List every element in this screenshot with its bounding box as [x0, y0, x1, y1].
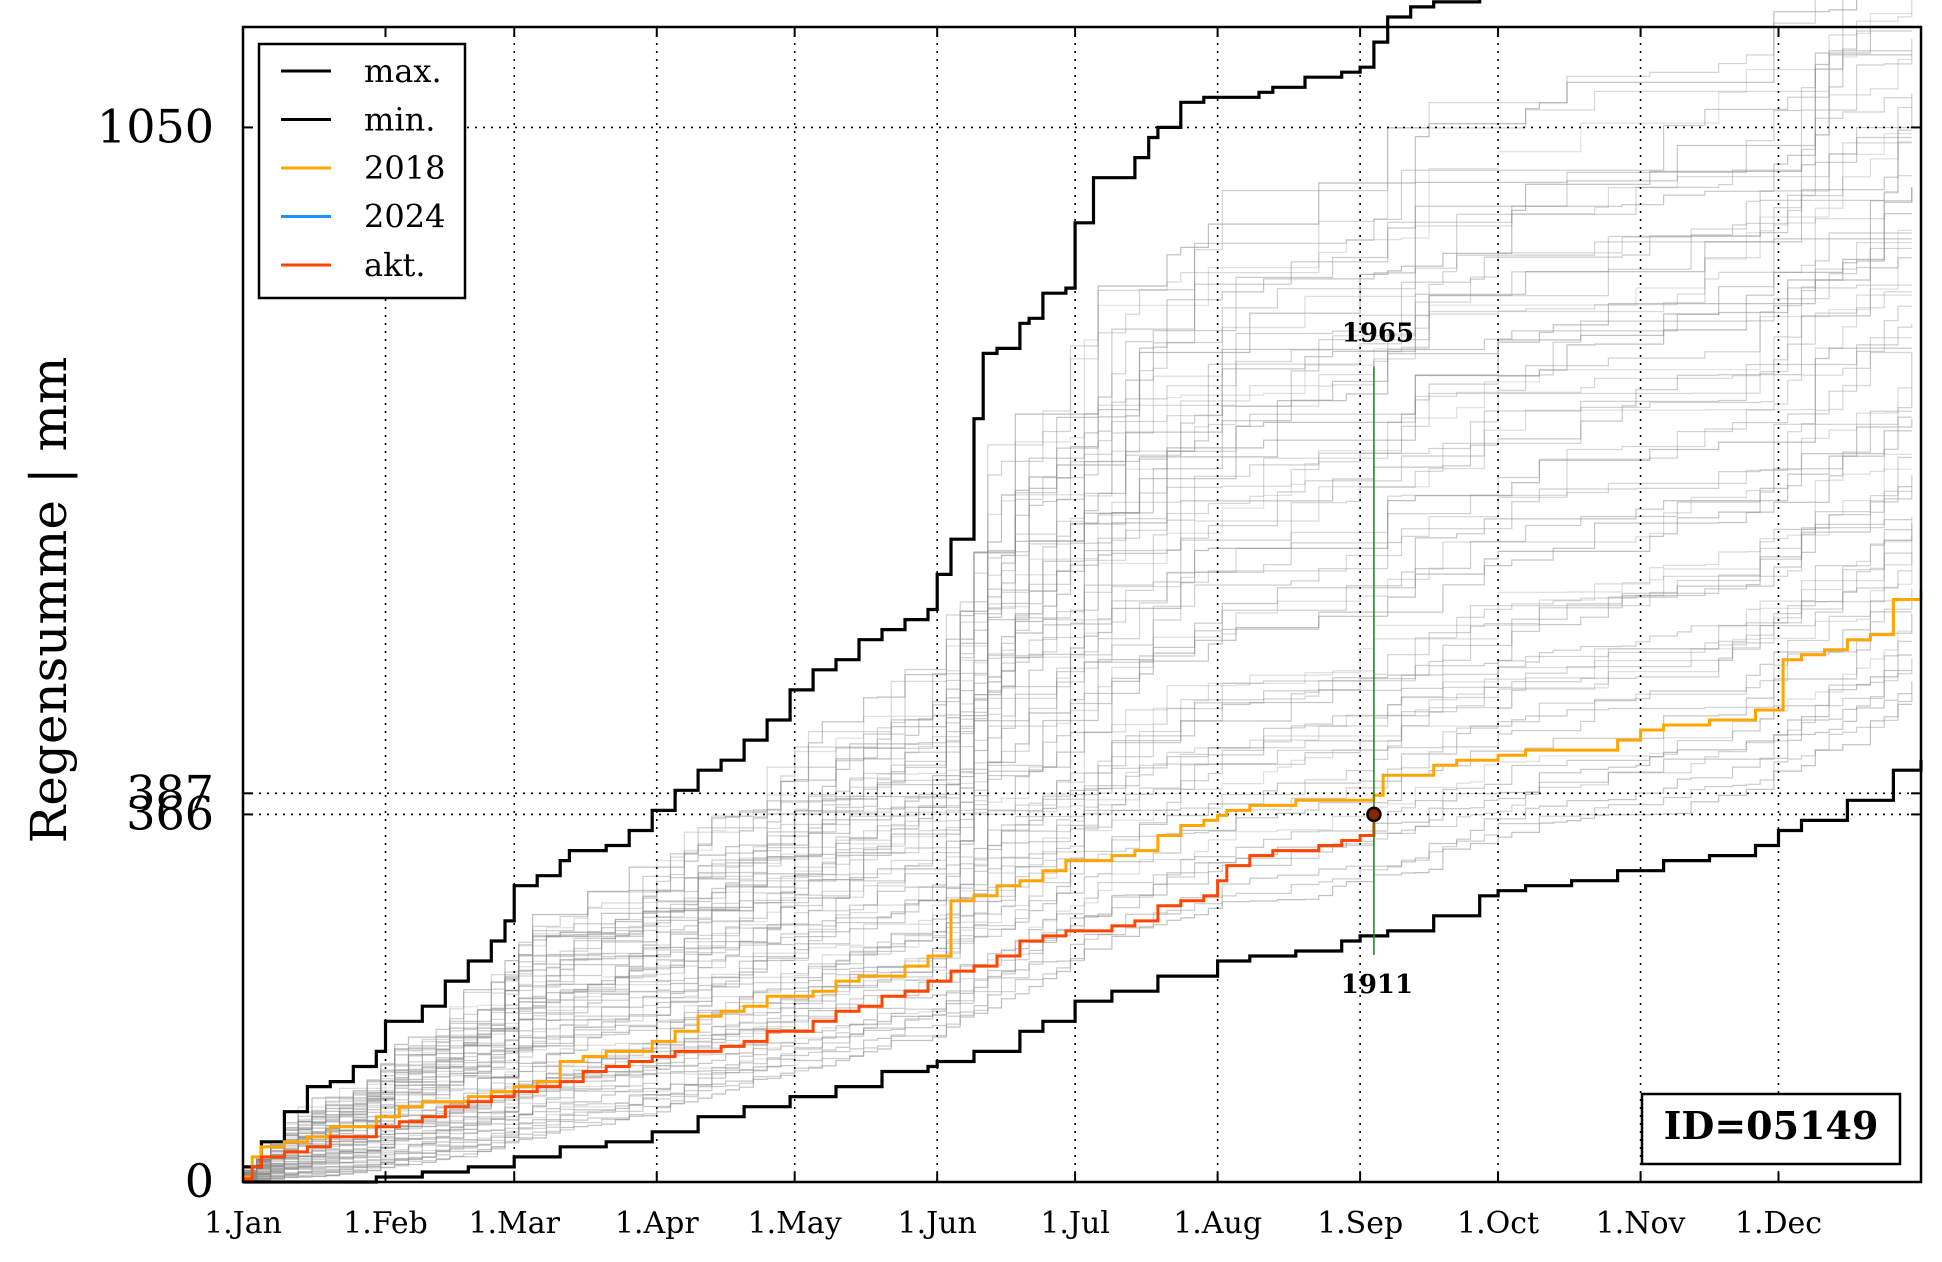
history-line — [243, 529, 1912, 1179]
axis-ticks — [242, 27, 1921, 1183]
history-line — [243, 247, 1912, 1176]
x-tick-labels: 1.Jan 1.Feb 1.Mar 1.Apr 1.May 1.Jun 1.Jul 1.Aug… — [204, 1206, 1822, 1241]
history-line — [243, 516, 1913, 1179]
history-line — [243, 238, 1912, 1173]
history-line — [243, 50, 1912, 1173]
x-tick-label: 1.Apr — [615, 1206, 699, 1241]
history-line — [243, 129, 1912, 1174]
history-line — [243, 552, 1912, 1179]
x-tick-label: 1.Aug — [1173, 1206, 1262, 1241]
history-line — [243, 294, 1912, 1177]
id-box: ID=05149 — [1640, 1092, 1902, 1166]
history-line — [243, 0, 1913, 1173]
legend-label: akt. — [364, 246, 426, 284]
legend-label: max. — [364, 52, 442, 90]
series-line-akt — [243, 814, 1376, 1181]
series-line-min — [243, 760, 1923, 1184]
x-tick-label: 1.Jun — [898, 1206, 977, 1241]
history-line — [243, 475, 1913, 1179]
history-line — [243, 539, 1912, 1180]
history-line — [243, 658, 1913, 1182]
x-tick-label: 1.Jan — [204, 1206, 282, 1241]
history-line — [243, 305, 1912, 1176]
series-line-max — [243, 0, 1482, 1169]
history-line — [243, 0, 1858, 1173]
history-line — [243, 175, 1912, 1175]
y-tick-label: 387 — [126, 765, 214, 819]
history-line — [243, 419, 1913, 1177]
id-box-frame — [1640, 1092, 1902, 1166]
current-value-dot — [1366, 806, 1382, 823]
history-line — [243, 141, 1912, 1175]
x-tick-label: 1.Nov — [1596, 1206, 1686, 1241]
history-line — [243, 654, 1912, 1182]
history-line — [243, 453, 1912, 1178]
history-line — [243, 213, 1912, 1174]
history-line — [243, 106, 1912, 1172]
history-line — [243, 588, 1913, 1180]
history-line — [243, 337, 1912, 1177]
history-line — [243, 456, 1912, 1179]
history-line — [243, 188, 1913, 1174]
y-tick-label: 366 — [126, 786, 214, 840]
plot-frame — [241, 25, 1923, 1184]
history-line — [243, 599, 1912, 1181]
history-line — [243, 142, 1912, 1174]
legend-box — [257, 42, 467, 300]
marker-group: 1965 1911 — [1341, 318, 1414, 1000]
history-line — [243, 486, 1912, 1179]
history-line — [243, 229, 1912, 1175]
history-line — [243, 611, 1912, 1181]
history-line — [243, 351, 1912, 1177]
history-line — [243, 468, 1912, 1179]
x-tick-label: 1.Jul — [1040, 1206, 1110, 1241]
history-line — [243, 613, 1913, 1181]
history-line — [243, 284, 1912, 1176]
history-line — [243, 97, 1912, 1174]
history-line — [243, 257, 1912, 1177]
history-line — [243, 232, 1912, 1175]
max-year-label: 1965 — [1342, 318, 1414, 348]
y-axis-label: Regensumme | mm — [20, 357, 78, 844]
history-line — [243, 681, 1913, 1182]
history-line — [243, 136, 1912, 1174]
y-tick-label: 1050 — [97, 99, 214, 153]
history-line — [243, 551, 1913, 1180]
history-line — [243, 522, 1913, 1180]
x-tick-label: 1.May — [748, 1206, 842, 1241]
min-year-label: 1911 — [1341, 970, 1413, 1000]
history-line — [243, 291, 1912, 1176]
series-group — [243, 0, 1923, 1184]
series-line-2018 — [243, 589, 1923, 1179]
legend-label: min. — [364, 101, 435, 139]
history-line — [243, 387, 1912, 1178]
history-line — [243, 640, 1912, 1181]
history-line — [243, 535, 1913, 1180]
legend: max. min. 2018 2024 akt. — [257, 42, 467, 300]
history-line — [243, 347, 1912, 1176]
history-line — [243, 430, 1912, 1178]
history-line — [243, 54, 1912, 1172]
legend-label: 2024 — [364, 198, 445, 236]
historical-series-group — [243, 0, 1913, 1182]
history-line — [243, 669, 1912, 1181]
history-line — [243, 352, 1913, 1177]
x-tick-label: 1.Dec — [1735, 1206, 1822, 1241]
history-line — [243, 12, 1912, 1171]
x-tick-label: 1.Oct — [1457, 1206, 1539, 1241]
history-line — [243, 0, 1844, 1172]
history-line — [243, 490, 1912, 1179]
history-line — [243, 30, 1912, 1173]
legend-label: 2018 — [364, 149, 445, 187]
x-tick-label: 1.Mar — [468, 1206, 560, 1241]
x-tick-label: 1.Sep — [1317, 1206, 1403, 1241]
x-tick-label: 1.Feb — [343, 1206, 428, 1241]
y-tick-label: 0 — [185, 1154, 214, 1208]
history-line — [243, 570, 1912, 1180]
history-line — [243, 324, 1913, 1175]
history-line — [243, 38, 1913, 1173]
id-label: ID=05149 — [1664, 1103, 1879, 1148]
